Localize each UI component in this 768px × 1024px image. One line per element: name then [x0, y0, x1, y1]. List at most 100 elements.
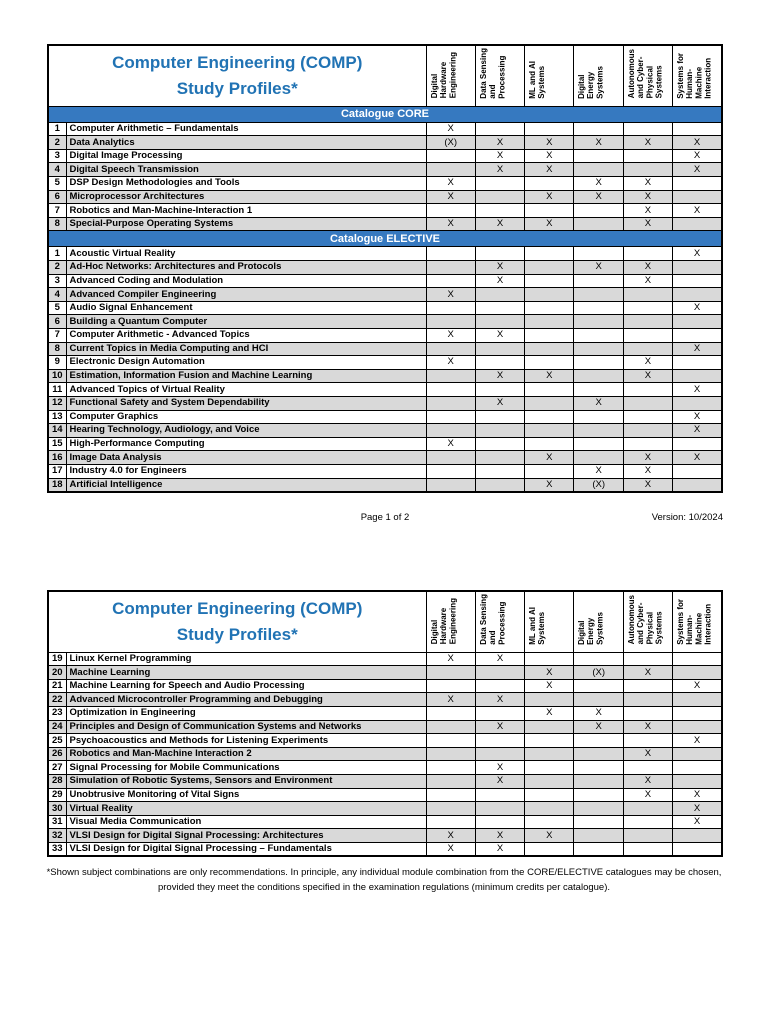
subject-name: Visual Media Communication [65, 814, 427, 830]
profile-mark-cell [573, 678, 624, 694]
subject-name: Estimation, Information Fusion and Machi… [65, 368, 427, 384]
profile-mark-cell [573, 651, 624, 667]
profile-mark-cell: X [425, 121, 476, 137]
subject-name: Machine Learning [65, 665, 427, 680]
profile-mark-cell: X [672, 341, 723, 357]
title-line-2: Study Profiles* [176, 78, 298, 98]
profile-mark-cell [474, 300, 526, 316]
profile-mark-cell [524, 719, 575, 735]
profile-mark-cell [573, 382, 624, 397]
subject-name: Audio Signal Enhancement [65, 300, 427, 316]
version-label: Version: 10/2024 [651, 512, 723, 523]
profile-mark-cell [425, 719, 476, 735]
row-number: 4 [47, 162, 67, 178]
table-row: 16 Image Data Analysis X X X [47, 450, 723, 465]
profile-mark-cell [524, 355, 575, 370]
profile-mark-cell: X [524, 665, 575, 680]
profile-mark-cell: X [474, 692, 526, 708]
profile-mark-cell [425, 706, 476, 721]
profile-mark-cell [524, 787, 575, 803]
profile-mark-cell: X [622, 135, 674, 150]
profile-mark-cell [672, 651, 723, 667]
profile-mark-cell: X [425, 828, 476, 843]
row-number: 9 [47, 355, 67, 370]
subject-name: Ad-Hoc Networks: Architectures and Proto… [65, 260, 427, 275]
catalogue-core-title: Catalogue CORE [47, 105, 723, 123]
profile-mark-cell: X [622, 189, 674, 205]
column-header-digital-energy-systems: Digital Energy Systems [573, 590, 624, 653]
profile-mark-cell: X [524, 148, 575, 164]
profile-mark-cell: X [474, 273, 526, 289]
profile-mark-cell [425, 814, 476, 830]
column-header-label: Digital Energy Systems [577, 611, 605, 645]
profile-mark-cell [672, 842, 723, 857]
profile-mark-cell: X [672, 148, 723, 164]
row-number: 20 [47, 665, 67, 680]
table-title: Computer Engineering (COMP) Study Profil… [47, 44, 427, 107]
row-number: 26 [47, 746, 67, 762]
profile-mark-cell [474, 733, 526, 748]
profile-mark-cell: (X) [573, 665, 624, 680]
profile-mark-cell [573, 423, 624, 438]
profile-mark-cell: X [672, 678, 723, 694]
column-header-human-machine-interaction: Systems for Human- Machine Interaction [672, 44, 723, 107]
profile-mark-cell [425, 760, 476, 776]
column-header-autonomous-cyber-physical: Autonomous and Cyber- Physical Systems [622, 44, 674, 107]
subject-name: Acoustic Virtual Reality [65, 246, 427, 262]
table-row: 30 Virtual Reality X [47, 801, 723, 816]
profile-mark-cell: X [573, 135, 624, 150]
profile-mark-cell [474, 814, 526, 830]
profile-mark-cell: X [474, 651, 526, 667]
profile-mark-cell [573, 409, 624, 425]
profile-mark-cell [524, 382, 575, 397]
profile-mark-cell: X [573, 463, 624, 479]
subject-name: Simulation of Robotic Systems, Sensors a… [65, 774, 427, 789]
subject-name: Data Analytics [65, 135, 427, 150]
profile-mark-cell [573, 801, 624, 816]
column-header-label: Digital Hardware Engineering [429, 598, 457, 645]
profile-mark-cell [672, 273, 723, 289]
profile-mark-cell [672, 692, 723, 708]
column-header-label: Systems for Human- Machine Interaction [676, 52, 713, 99]
profile-mark-cell [524, 287, 575, 302]
profile-mark-cell: X [474, 760, 526, 776]
profile-mark-cell [425, 450, 476, 465]
profile-mark-cell [573, 733, 624, 748]
profile-mark-cell [573, 436, 624, 452]
profile-mark-cell [474, 314, 526, 329]
profile-mark-cell [622, 436, 674, 452]
subject-name: Advanced Coding and Modulation [65, 273, 427, 289]
row-number: 1 [47, 121, 67, 137]
catalogue-core-band: Catalogue CORE [47, 105, 723, 123]
subject-name: Advanced Compiler Engineering [65, 287, 427, 302]
profile-mark-cell [425, 162, 476, 178]
profile-mark-cell [672, 436, 723, 452]
row-number: 1 [47, 246, 67, 262]
profile-mark-cell: X [672, 162, 723, 178]
subject-name: High-Performance Computing [65, 436, 427, 452]
profile-mark-cell [672, 121, 723, 137]
column-header-label: Digital Energy Systems [577, 65, 605, 99]
profile-mark-cell [474, 801, 526, 816]
profile-mark-cell [672, 260, 723, 275]
profile-mark-cell [524, 121, 575, 137]
column-header-label: Autonomous and Cyber- Physical Systems [626, 49, 664, 99]
subject-name: Artificial Intelligence [65, 477, 427, 493]
profile-mark-cell [573, 692, 624, 708]
profile-mark-cell [573, 814, 624, 830]
profile-mark-cell [524, 463, 575, 479]
profile-mark-cell: X [425, 189, 476, 205]
subject-name: Principles and Design of Communication S… [65, 719, 427, 735]
column-header-label: Data Sensing and Processing [478, 48, 507, 99]
profile-mark-cell [474, 246, 526, 262]
table-row: 12 Functional Safety and System Dependabi… [47, 395, 723, 411]
page-number: Page 1 of 2 [360, 512, 410, 523]
profile-mark-cell: X [573, 395, 624, 411]
profile-mark-cell: X [425, 651, 476, 667]
profile-mark-cell: X [573, 176, 624, 191]
profile-mark-cell [672, 395, 723, 411]
profile-mark-cell: X [524, 678, 575, 694]
subject-name: Digital Speech Transmission [65, 162, 427, 178]
profile-mark-cell [573, 787, 624, 803]
subject-name: Robotics and Man-Machine-Interaction 1 [65, 203, 427, 218]
